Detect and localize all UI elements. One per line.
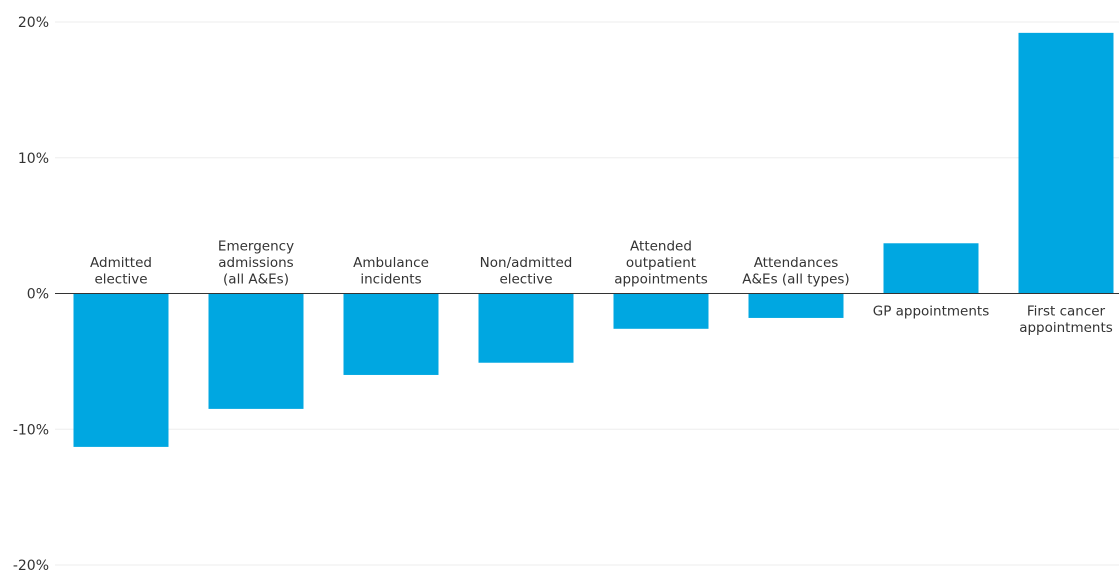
y-tick-label: 10% bbox=[18, 151, 49, 167]
bar bbox=[343, 293, 439, 375]
category-label: First cancer appointments bbox=[1019, 304, 1113, 337]
category-label-line: incidents bbox=[360, 272, 421, 288]
y-tick-label: 0% bbox=[27, 287, 49, 303]
bar bbox=[883, 243, 979, 294]
category-label: Admitted elective bbox=[90, 255, 152, 288]
category-label-line: Admitted bbox=[90, 255, 152, 271]
bar bbox=[478, 293, 574, 363]
bar bbox=[208, 293, 304, 409]
category-label: Emergency admissions (all A&Es) bbox=[218, 239, 294, 288]
category-label-line: Ambulance bbox=[353, 255, 429, 271]
category-label: Non/admitted elective bbox=[480, 255, 573, 288]
bar bbox=[613, 293, 709, 329]
y-tick-label: -10% bbox=[13, 422, 49, 438]
bar bbox=[1018, 32, 1114, 294]
y-tick-label: 20% bbox=[18, 15, 49, 31]
category-label: Attended outpatient appointments bbox=[614, 239, 708, 288]
category-label-line: elective bbox=[499, 272, 552, 288]
category-label-line: outpatient bbox=[626, 255, 696, 271]
y-axis-ticks: 20% 10% 0% -10% -20% bbox=[13, 15, 49, 570]
category-label: GP appointments bbox=[873, 304, 990, 320]
category-label-line: Attended bbox=[630, 239, 692, 255]
category-label-line: appointments bbox=[1019, 320, 1113, 336]
category-label-line: Attendances bbox=[754, 255, 839, 271]
grid-lines bbox=[55, 21, 1119, 566]
category-label-line: admissions bbox=[218, 255, 293, 271]
category-label-line: First cancer bbox=[1027, 304, 1106, 320]
bar bbox=[748, 293, 844, 318]
y-tick-label: -20% bbox=[13, 558, 49, 570]
category-label-line: Emergency bbox=[218, 239, 294, 255]
category-label-line: A&Es (all types) bbox=[742, 272, 849, 288]
category-label: Ambulance incidents bbox=[353, 255, 429, 288]
category-label-line: elective bbox=[94, 272, 147, 288]
bar bbox=[73, 293, 169, 447]
bars bbox=[73, 32, 1114, 447]
category-label-line: Non/admitted bbox=[480, 255, 573, 271]
category-label-line: (all A&Es) bbox=[223, 272, 289, 288]
category-label-line: appointments bbox=[614, 272, 708, 288]
category-label: Attendances A&Es (all types) bbox=[742, 255, 849, 288]
category-label-line: GP appointments bbox=[873, 304, 990, 320]
